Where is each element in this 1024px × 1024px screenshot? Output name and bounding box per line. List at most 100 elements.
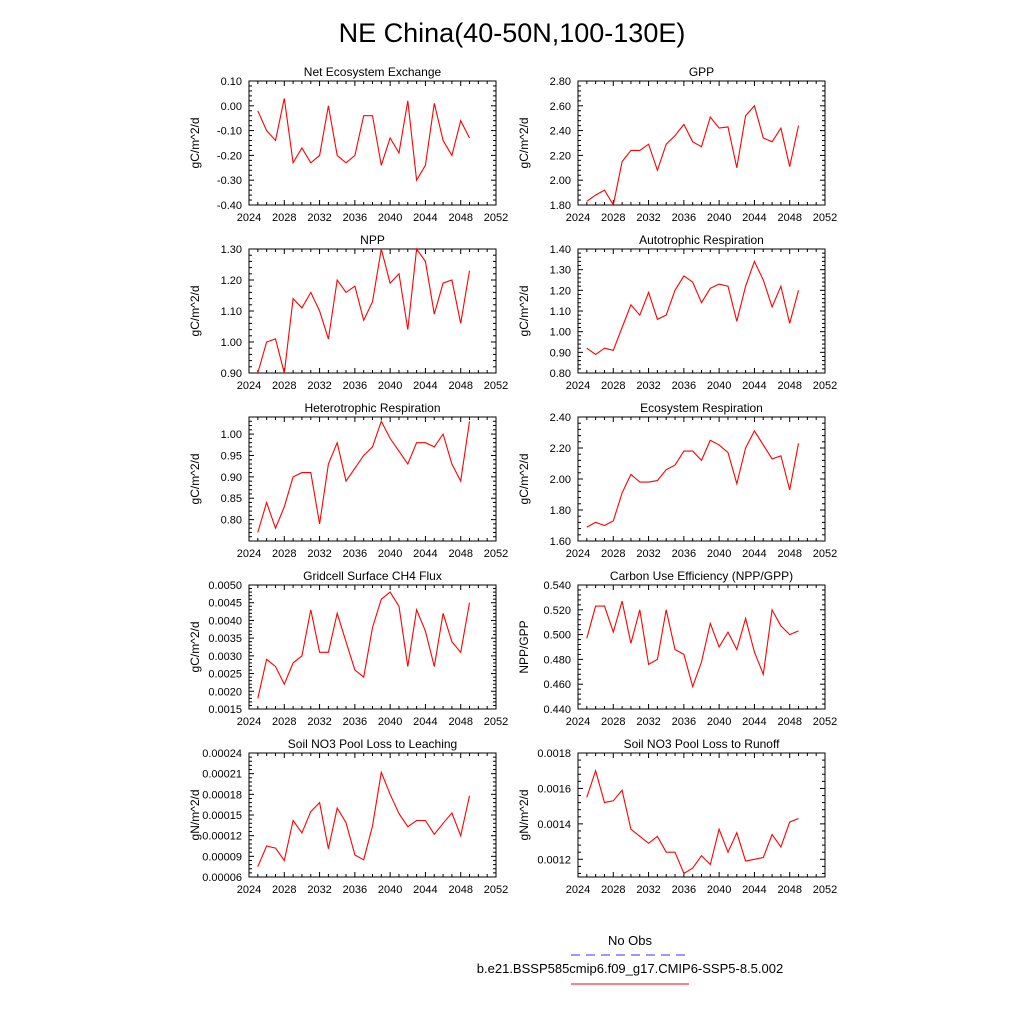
- chart-gpp-xtick-label: 2044: [742, 212, 766, 224]
- chart-gridcell-surface-ch4-flux-xtick-label: 2052: [484, 716, 508, 728]
- chart-npp-xtick-label: 2040: [378, 380, 402, 392]
- chart-gpp-frame: [577, 80, 826, 206]
- chart-gpp-ytick-label: 1.80: [550, 200, 571, 212]
- chart-carbon-use-efficiency-npp-gpp-ytick-label: 0.500: [543, 630, 571, 642]
- chart-ecosystem-respiration-ytick-label: 2.20: [550, 443, 571, 455]
- chart-carbon-use-efficiency-npp-gpp-xtick-label: 2044: [742, 716, 766, 728]
- chart-heterotrophic-respiration-xtick-label: 2044: [413, 548, 437, 560]
- chart-npp-ytick-label: 1.30: [221, 244, 242, 256]
- chart-net-ecosystem-exchange-ytick-label: -0.40: [217, 200, 242, 212]
- chart-soil-no3-pool-loss-to-leaching-ytick-label: 0.00018: [202, 789, 242, 801]
- chart-soil-no3-pool-loss-to-runoff-xtick-label: 2024: [566, 884, 590, 896]
- chart-npp-xtick-label: 2032: [307, 380, 331, 392]
- chart-gridcell-surface-ch4-flux-xtick-label: 2036: [343, 716, 367, 728]
- chart-ecosystem-respiration-series-line: [586, 429, 800, 528]
- chart-gridcell-surface-ch4-flux-ytick-label: 0.0035: [208, 633, 242, 645]
- chart-gridcell-surface-ch4-flux-ytick-label: 0.0025: [208, 669, 242, 681]
- chart-carbon-use-efficiency-npp-gpp-ytick-label: 0.540: [543, 580, 571, 592]
- chart-net-ecosystem-exchange-ytick-label: -0.10: [217, 126, 242, 138]
- chart-npp-ytick-label: 0.90: [221, 368, 242, 380]
- chart-ecosystem-respiration-ytick-label: 1.80: [550, 505, 571, 517]
- chart-heterotrophic-respiration-xtick-label: 2028: [272, 548, 296, 560]
- chart-autotrophic-respiration-ytick-label: 1.40: [550, 244, 571, 256]
- chart-net-ecosystem-exchange-xtick-label: 2032: [307, 212, 331, 224]
- chart-autotrophic-respiration-series-line: [586, 259, 800, 356]
- chart-soil-no3-pool-loss-to-runoff-ytick-label: 0.0012: [537, 854, 571, 866]
- chart-net-ecosystem-exchange-ytick-label: -0.30: [217, 175, 242, 187]
- chart-soil-no3-pool-loss-to-runoff-xtick-label: 2044: [742, 884, 766, 896]
- chart-soil-no3-pool-loss-to-runoff-xtick-label: 2036: [672, 884, 696, 896]
- chart-soil-no3-pool-loss-to-leaching-ytick-label: 0.00015: [202, 810, 242, 822]
- chart-npp-xtick-label: 2036: [343, 380, 367, 392]
- chart-heterotrophic-respiration-xtick-label: 2032: [307, 548, 331, 560]
- chart-ecosystem-respiration-ylabel: gC/m^2/d: [517, 454, 531, 505]
- legend: No Obs b.e21.BSSP585cmip6.f09_g17.CMIP6-…: [477, 933, 783, 985]
- figure-title: NE China(40-50N,100-130E): [339, 18, 686, 48]
- chart-ecosystem-respiration-title: Ecosystem Respiration: [640, 401, 763, 415]
- chart-heterotrophic-respiration-xtick-label: 2048: [448, 548, 472, 560]
- chart-heterotrophic-respiration-ytick-label: 0.80: [221, 515, 242, 527]
- chart-ecosystem-respiration-ytick-label: 2.40: [550, 412, 571, 424]
- chart-gridcell-surface-ch4-flux-ytick-label: 0.0030: [208, 651, 242, 663]
- chart-net-ecosystem-exchange-ytick-label: 0.00: [221, 101, 242, 113]
- chart-ecosystem-respiration-xtick-label: 2036: [672, 548, 696, 560]
- chart-npp: NPP gC/m^2/d 2024 2028 2032 2036 2040 2044 2048 2…: [188, 233, 508, 392]
- chart-gridcell-surface-ch4-flux-title: Gridcell Surface CH4 Flux: [303, 569, 442, 583]
- chart-net-ecosystem-exchange-xtick-label: 2044: [413, 212, 437, 224]
- chart-gpp-ytick-label: 2.40: [550, 126, 571, 138]
- chart-npp-ytick-label: 1.10: [221, 306, 242, 318]
- chart-gpp-ytick-label: 2.80: [550, 76, 571, 88]
- legend-obs-label: No Obs: [608, 933, 653, 948]
- chart-net-ecosystem-exchange: Net Ecosystem Exchange gC/m^2/d 2024 2028 20…: [188, 65, 508, 224]
- chart-autotrophic-respiration-ytick-label: 1.20: [550, 285, 571, 297]
- chart-net-ecosystem-exchange-series-line: [257, 98, 470, 182]
- chart-soil-no3-pool-loss-to-leaching-xtick-label: 2028: [272, 884, 296, 896]
- chart-gpp-xtick-label: 2032: [636, 212, 660, 224]
- chart-autotrophic-respiration-ytick-label: 0.80: [550, 368, 571, 380]
- chart-net-ecosystem-exchange-xtick-label: 2036: [343, 212, 367, 224]
- chart-heterotrophic-respiration-series-line: [257, 419, 471, 533]
- chart-soil-no3-pool-loss-to-runoff-xtick-label: 2040: [707, 884, 731, 896]
- chart-ecosystem-respiration-xtick-label: 2040: [707, 548, 731, 560]
- chart-net-ecosystem-exchange-xtick-label: 2024: [237, 212, 261, 224]
- chart-net-ecosystem-exchange-xtick-label: 2048: [448, 212, 472, 224]
- chart-gpp-series-line: [586, 104, 800, 207]
- chart-autotrophic-respiration: Autotrophic Respiration gC/m^2/d 2024 2028 2…: [517, 233, 837, 392]
- chart-soil-no3-pool-loss-to-leaching-ytick-label: 0.00006: [202, 872, 242, 884]
- chart-soil-no3-pool-loss-to-leaching-xtick-label: 2036: [343, 884, 367, 896]
- chart-autotrophic-respiration-ytick-label: 0.90: [550, 347, 571, 359]
- chart-ecosystem-respiration-xtick-label: 2028: [601, 548, 625, 560]
- chart-gpp-ytick-label: 2.20: [550, 150, 571, 162]
- chart-gridcell-surface-ch4-flux-ytick-label: 0.0020: [208, 686, 242, 698]
- chart-net-ecosystem-exchange-xtick-label: 2040: [378, 212, 402, 224]
- chart-npp-ytick-label: 1.00: [221, 337, 242, 349]
- chart-npp-xtick-label: 2052: [484, 380, 508, 392]
- chart-net-ecosystem-exchange-xtick-label: 2052: [484, 212, 508, 224]
- chart-net-ecosystem-exchange-ytick-label: 0.10: [221, 76, 242, 88]
- chart-soil-no3-pool-loss-to-leaching-ytick-label: 0.00021: [202, 769, 242, 781]
- chart-carbon-use-efficiency-npp-gpp-ytick-label: 0.460: [543, 679, 571, 691]
- chart-npp-xtick-label: 2048: [448, 380, 472, 392]
- chart-gridcell-surface-ch4-flux-xtick-label: 2048: [448, 716, 472, 728]
- chart-gridcell-surface-ch4-flux-xtick-label: 2024: [237, 716, 261, 728]
- chart-soil-no3-pool-loss-to-runoff-xtick-label: 2032: [636, 884, 660, 896]
- chart-carbon-use-efficiency-npp-gpp-frame: [577, 584, 826, 710]
- chart-gpp-title: GPP: [689, 65, 714, 79]
- chart-npp-series-line: [257, 247, 471, 374]
- chart-panels: Net Ecosystem Exchange gC/m^2/d 2024 2028 20…: [188, 65, 837, 896]
- chart-ecosystem-respiration-frame: [577, 416, 826, 542]
- chart-npp-ytick-label: 1.20: [221, 275, 242, 287]
- chart-npp-xtick-label: 2024: [237, 380, 261, 392]
- chart-soil-no3-pool-loss-to-runoff-ytick-label: 0.0018: [537, 748, 571, 760]
- chart-soil-no3-pool-loss-to-leaching-xtick-label: 2044: [413, 884, 437, 896]
- chart-net-ecosystem-exchange-title: Net Ecosystem Exchange: [304, 65, 442, 79]
- chart-heterotrophic-respiration-xtick-label: 2036: [343, 548, 367, 560]
- chart-gridcell-surface-ch4-flux-ytick-label: 0.0015: [208, 704, 242, 716]
- chart-autotrophic-respiration-ytick-label: 1.30: [550, 265, 571, 277]
- chart-ecosystem-respiration-xtick-label: 2032: [636, 548, 660, 560]
- chart-npp-ylabel: gC/m^2/d: [188, 286, 202, 337]
- chart-npp-title: NPP: [360, 233, 385, 247]
- chart-soil-no3-pool-loss-to-leaching: Soil NO3 Pool Loss to Leaching gN/m^2/d 20…: [188, 737, 508, 896]
- chart-soil-no3-pool-loss-to-runoff-ytick-label: 0.0014: [537, 819, 571, 831]
- chart-net-ecosystem-exchange-ylabel: gC/m^2/d: [188, 118, 202, 169]
